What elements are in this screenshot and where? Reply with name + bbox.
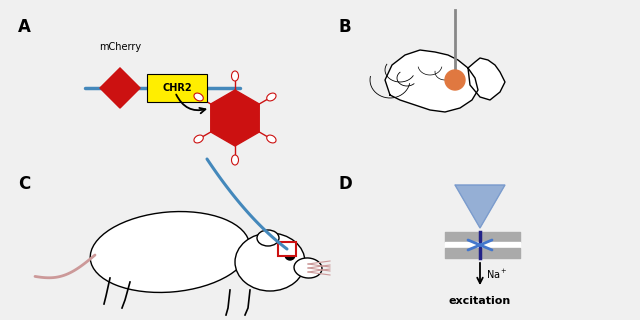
- Ellipse shape: [267, 93, 276, 101]
- Ellipse shape: [232, 71, 239, 81]
- Ellipse shape: [232, 155, 239, 165]
- Text: B: B: [338, 18, 351, 36]
- Circle shape: [445, 70, 465, 90]
- Text: CHR2: CHR2: [162, 83, 192, 93]
- Polygon shape: [468, 58, 505, 100]
- Polygon shape: [385, 50, 478, 112]
- Text: A: A: [18, 18, 31, 36]
- Ellipse shape: [194, 135, 204, 143]
- Ellipse shape: [235, 233, 305, 291]
- Ellipse shape: [90, 212, 250, 292]
- Text: excitation: excitation: [449, 296, 511, 306]
- Text: C: C: [18, 175, 30, 193]
- Bar: [278, 242, 296, 256]
- Polygon shape: [455, 185, 505, 228]
- Text: mCherry: mCherry: [99, 42, 141, 52]
- FancyBboxPatch shape: [147, 74, 207, 102]
- Circle shape: [285, 250, 295, 260]
- Text: D: D: [338, 175, 352, 193]
- Ellipse shape: [267, 135, 276, 143]
- Polygon shape: [100, 68, 140, 108]
- Ellipse shape: [194, 93, 204, 101]
- Text: Na$^+$: Na$^+$: [486, 268, 508, 281]
- Ellipse shape: [294, 258, 322, 278]
- Polygon shape: [211, 90, 259, 146]
- Ellipse shape: [257, 230, 279, 246]
